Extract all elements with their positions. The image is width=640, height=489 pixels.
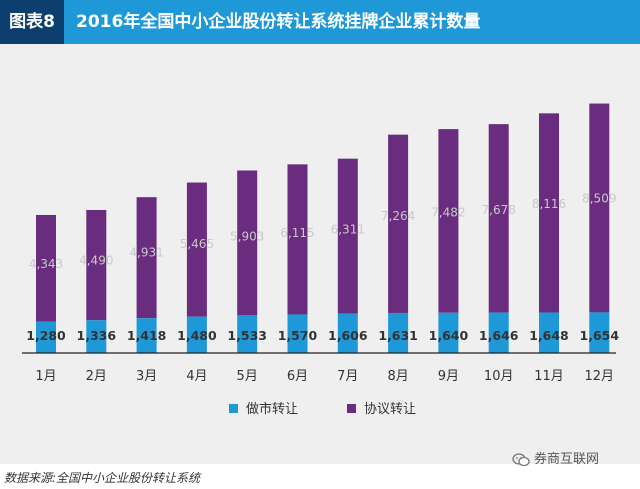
watermark: 券商互联网 (512, 448, 599, 467)
x-tick-label: 5月 (237, 369, 258, 384)
bar-agreement (287, 164, 308, 315)
value-label-market-maker: 1,280 (26, 328, 66, 343)
chart-header: 图表8 2016年全国中小企业股份转让系统挂牌企业累计数量 (0, 0, 640, 44)
value-label-agreement: 5,903 (230, 230, 264, 244)
value-label-market-maker: 1,418 (127, 328, 167, 343)
bar-market-maker (488, 312, 509, 353)
bar-agreement (136, 197, 157, 319)
value-label-agreement: 7,482 (431, 206, 465, 220)
value-label-market-maker: 1,648 (529, 328, 569, 343)
value-label-agreement: 4,490 (79, 254, 113, 268)
bar-market-maker (438, 312, 459, 353)
chart-panel (0, 44, 640, 464)
value-label-agreement: 4,931 (129, 246, 163, 260)
bar-agreement (337, 158, 358, 314)
x-tick-label: 12月 (585, 369, 615, 384)
bar-agreement (388, 134, 409, 313)
value-label-agreement: 6,115 (280, 226, 314, 240)
bar-agreement (36, 214, 56, 322)
legend-label-agreement: 协议转让 (364, 402, 416, 417)
value-label-market-maker: 1,570 (278, 328, 318, 343)
bar-agreement (488, 124, 509, 313)
x-tick-label: 9月 (438, 369, 459, 384)
bar-market-maker (136, 318, 157, 353)
x-tick-label: 4月 (186, 369, 207, 384)
bar-market-maker (86, 320, 107, 353)
bar-agreement (539, 113, 559, 313)
bar-market-maker (337, 313, 358, 353)
bar-market-maker (388, 312, 409, 353)
value-label-market-maker: 1,336 (77, 328, 117, 343)
value-label-market-maker: 1,533 (227, 328, 267, 343)
value-label-agreement: 5,465 (180, 237, 214, 251)
x-tick-label: 6月 (287, 369, 308, 384)
legend-swatch-agreement (347, 404, 356, 413)
bar-agreement (86, 209, 107, 321)
x-tick-label: 1月 (35, 369, 56, 384)
bar-market-maker (36, 321, 56, 353)
stacked-bar-chart: 4,343 1,280 1月 4,490 1,336 2月 4,931 1,418 3月 5,46… (22, 103, 620, 417)
legend-label-market-maker: 做市转让 (246, 401, 298, 417)
source-note: 数据来源:全国中小企业股份转让系统 (4, 471, 201, 485)
bar-market-maker (287, 314, 308, 353)
value-label-market-maker: 1,646 (479, 328, 519, 343)
value-label-agreement: 8,509 (582, 192, 616, 206)
bar-market-maker (589, 312, 610, 353)
x-tick-label: 2月 (86, 369, 107, 384)
bar-market-maker (186, 316, 207, 353)
bar-agreement (438, 129, 459, 313)
value-label-agreement: 8,116 (532, 197, 566, 211)
figure-badge: 图表8 (0, 0, 64, 44)
value-label-agreement: 4,343 (29, 257, 63, 271)
value-label-market-maker: 1,606 (328, 328, 368, 343)
chart-title: 2016年全国中小企业股份转让系统挂牌企业累计数量 (76, 12, 481, 32)
value-label-market-maker: 1,640 (429, 328, 469, 343)
x-tick-label: 7月 (337, 369, 358, 384)
bar-agreement (237, 170, 258, 316)
value-label-market-maker: 1,480 (177, 328, 217, 343)
value-label-agreement: 6,311 (331, 222, 365, 236)
watermark-text: 券商互联网 (534, 452, 600, 467)
x-tick-label: 8月 (387, 369, 408, 384)
value-label-agreement: 7,678 (482, 203, 516, 217)
value-label-agreement: 7,264 (381, 209, 415, 223)
bar-agreement (186, 182, 207, 317)
value-label-market-maker: 1,654 (580, 328, 620, 343)
legend-swatch-market-maker (229, 404, 238, 413)
wechat-icon (512, 452, 530, 466)
bar-market-maker (237, 315, 258, 353)
value-label-market-maker: 1,631 (378, 328, 418, 343)
x-tick-label: 10月 (484, 369, 514, 384)
x-tick-label: 3月 (136, 369, 157, 384)
bar-market-maker (539, 312, 559, 353)
bar-agreement (589, 103, 610, 313)
x-tick-label: 11月 (534, 369, 564, 384)
